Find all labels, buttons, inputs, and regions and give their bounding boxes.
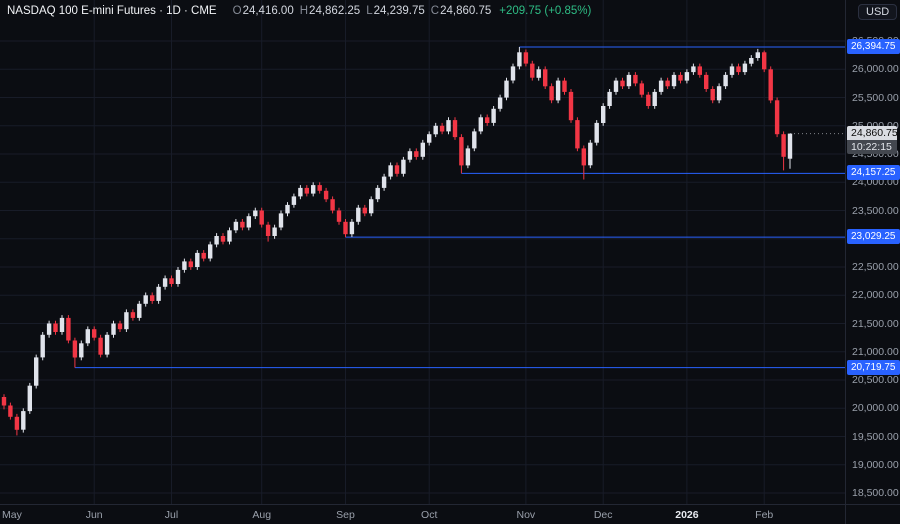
low-label: L <box>366 5 373 17</box>
time-tick-month: Jun <box>85 509 103 521</box>
last-price-value: 24,860.75 <box>847 125 898 140</box>
price-tick: 19,000.00 <box>852 458 899 471</box>
chart-pane[interactable]: NASDAQ 100 E-mini Futures · 1D · CME O24,… <box>0 0 845 504</box>
high-value: 24,862.25 <box>309 5 361 17</box>
time-axis[interactable]: May Jun Jul Aug Sep Oct Nov Dec 2026 Feb <box>0 504 845 524</box>
price-tick: 22,000.00 <box>852 289 899 302</box>
price-tick: 23,500.00 <box>852 204 899 217</box>
open-label: O <box>232 5 242 17</box>
time-tick-month: Feb <box>755 509 774 521</box>
symbol-legend: NASDAQ 100 E-mini Futures · 1D · CME O24,… <box>7 5 591 17</box>
level-price-label[interactable]: 20,719.75 <box>847 359 900 375</box>
price-tick: 21,000.00 <box>852 345 899 358</box>
time-tick-month: Aug <box>252 509 272 521</box>
price-tick: 19,500.00 <box>852 430 899 443</box>
time-tick-month: Jul <box>164 509 179 521</box>
close-label: C <box>430 5 440 17</box>
time-tick-month: Dec <box>593 509 613 521</box>
price-axis[interactable]: USD 26,500.0026,000.0025,500.0025,000.00… <box>845 0 900 504</box>
candlestick-chart[interactable] <box>0 0 845 504</box>
close-value: 24,860.75 <box>440 5 492 17</box>
low-value: 24,239.75 <box>373 5 425 17</box>
price-tick: 18,500.00 <box>852 487 899 500</box>
currency-button[interactable]: USD <box>858 4 898 20</box>
level-price-label[interactable]: 24,157.25 <box>847 165 900 181</box>
price-tick: 20,000.00 <box>852 402 899 415</box>
price-tick: 20,500.00 <box>852 374 899 387</box>
symbol-title[interactable]: NASDAQ 100 E-mini Futures · 1D · CME <box>7 5 217 17</box>
level-price-label[interactable]: 23,029.25 <box>847 229 900 245</box>
open-value: 24,416.00 <box>242 5 294 17</box>
time-tick-month: May <box>2 509 22 521</box>
price-tick: 26,000.00 <box>852 63 899 76</box>
high-label: H <box>299 5 309 17</box>
change-value: +209.75 (+0.85%) <box>499 5 592 17</box>
time-tick-year: 2026 <box>675 509 699 521</box>
time-tick-month: Sep <box>336 509 355 521</box>
price-tick: 21,500.00 <box>852 317 899 330</box>
price-tick: 25,500.00 <box>852 91 899 104</box>
time-tick-month: Oct <box>421 509 438 521</box>
countdown-timer: 10:22:15 <box>847 139 897 154</box>
price-tick: 22,500.00 <box>852 261 899 274</box>
last-price-label: 24,860.75 10:22:15 <box>847 125 898 154</box>
level-price-label[interactable]: 26,394.75 <box>847 38 900 54</box>
axis-corner <box>845 504 900 524</box>
time-tick-month: Nov <box>516 509 536 521</box>
